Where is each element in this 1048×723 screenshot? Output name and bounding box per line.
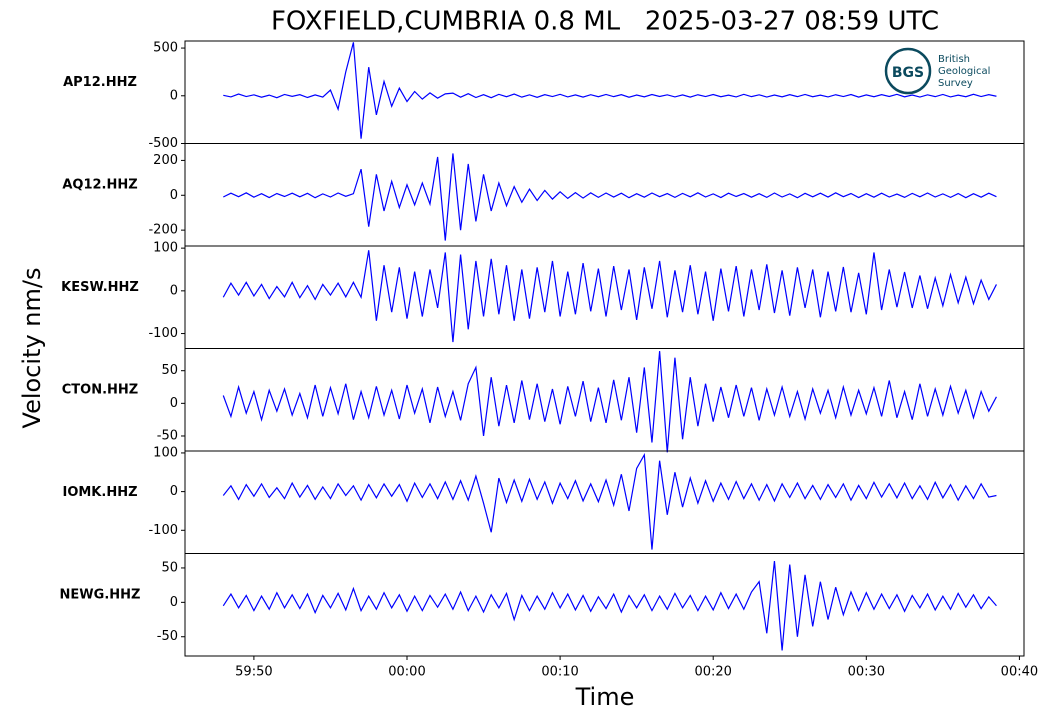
- station-label: KESW.HHZ: [61, 280, 139, 295]
- waveform: [223, 42, 997, 139]
- logo-badge: BGS: [892, 65, 924, 81]
- panel-frame: [184, 450, 1025, 554]
- y-tick-label: 500: [153, 41, 178, 56]
- logo-text: Geological: [938, 66, 990, 77]
- logo-text: Survey: [938, 78, 973, 89]
- y-tick-label: 0: [170, 88, 178, 103]
- x-tick-label: 00:00: [388, 665, 425, 680]
- y-tick-label: 0: [170, 283, 178, 298]
- logo-text: British: [938, 54, 970, 65]
- waveform: [223, 153, 997, 241]
- x-axis-label: Time: [575, 683, 635, 711]
- x-tick-label: 00:10: [541, 665, 578, 680]
- y-tick-label: -50: [157, 428, 178, 443]
- y-tick-label: -50: [157, 629, 178, 644]
- y-tick-label: 0: [170, 484, 178, 499]
- station-label: AQ12.HHZ: [62, 177, 137, 192]
- y-tick-label: -100: [148, 523, 178, 538]
- x-tick-label: 00:40: [1001, 665, 1038, 680]
- waveform: [222, 452, 997, 550]
- y-tick-label: 50: [161, 560, 178, 575]
- waveform: [222, 351, 997, 453]
- x-tick-label: 00:20: [694, 665, 731, 680]
- y-tick-label: -200: [148, 223, 178, 238]
- x-tick-label: 00:30: [848, 665, 885, 680]
- station-label: CTON.HHZ: [62, 382, 138, 397]
- logo-ring: [884, 47, 932, 95]
- y-axis-label: Velocity nm/s: [18, 268, 46, 429]
- y-tick-label: 0: [170, 396, 178, 411]
- y-tick-label: 100: [153, 241, 178, 256]
- x-tick-label: 59:50: [235, 665, 272, 680]
- panel-frame: [184, 245, 1025, 349]
- y-tick-label: 0: [170, 595, 178, 610]
- panel-frame: [184, 553, 1025, 657]
- y-tick-label: 0: [170, 188, 178, 203]
- station-label: NEWG.HHZ: [60, 587, 141, 602]
- y-tick-label: 100: [153, 445, 178, 460]
- panel-frame: [184, 348, 1025, 452]
- chart-title: FOXFIELD,CUMBRIA 0.8 ML 2025-03-27 08:59…: [271, 7, 939, 37]
- waveform: [222, 561, 997, 651]
- y-tick-label: -100: [148, 326, 178, 341]
- y-tick-label: -500: [148, 136, 178, 151]
- logo: BGS British Geological Survey: [884, 47, 990, 95]
- waveform: [222, 250, 997, 343]
- station-label: AP12.HHZ: [63, 75, 137, 90]
- y-tick-label: 200: [153, 153, 178, 168]
- y-tick-label: 50: [161, 363, 178, 378]
- station-label: IOMK.HHZ: [62, 485, 137, 500]
